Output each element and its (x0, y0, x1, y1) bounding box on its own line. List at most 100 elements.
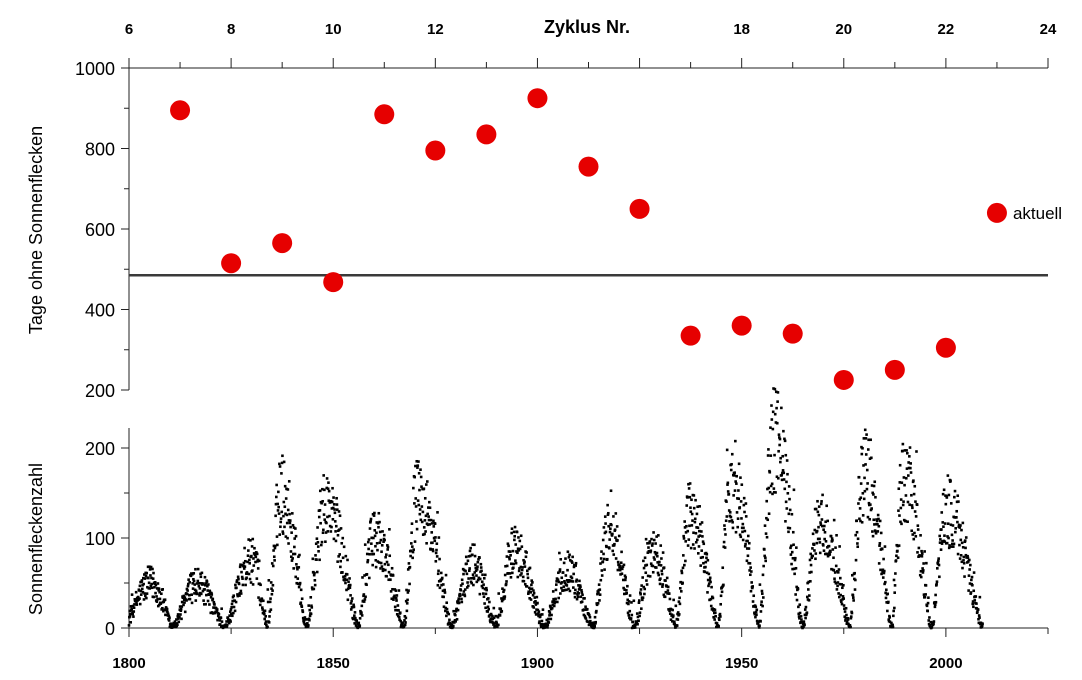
sunspot-point (785, 480, 788, 484)
sunspot-point (197, 584, 201, 588)
sunspot-point (865, 433, 868, 436)
sunspot-point (709, 604, 713, 608)
sunspot-point (189, 574, 193, 578)
sunspot-point (828, 553, 832, 556)
sunspot-point (652, 538, 656, 542)
sunspot-point (308, 618, 311, 622)
sunspot-point (503, 595, 507, 598)
sunspot-point (697, 552, 700, 555)
sunspot-point (855, 530, 859, 534)
sunspot-point (445, 601, 449, 605)
sunspot-point (960, 528, 963, 532)
sunspot-point (532, 589, 535, 592)
sunspot-point (645, 583, 649, 586)
sunspot-point (933, 601, 936, 604)
sunspot-point (271, 589, 274, 592)
sunspot-point (608, 546, 611, 550)
sunspot-point (816, 537, 820, 541)
sunspot-point (644, 537, 648, 541)
sunspot-point (364, 595, 367, 599)
sunspot-point (972, 605, 975, 609)
sunspot-point (882, 557, 885, 561)
sunspot-point (334, 539, 338, 543)
sunspot-point (188, 580, 191, 584)
sunspot-point (922, 593, 926, 596)
sunspot-point (641, 596, 645, 599)
sunspot-point (148, 568, 152, 571)
sunspot-point (163, 598, 167, 601)
sunspot-point (522, 558, 525, 562)
sunspot-point (267, 579, 271, 582)
sunspot-point (956, 552, 960, 556)
sunspot-point (349, 594, 352, 597)
sunspot-point (819, 523, 823, 527)
sunspot-point (377, 525, 380, 529)
sunspot-point (642, 566, 646, 570)
sunspot-point (929, 620, 933, 624)
sunspot-point (322, 528, 325, 532)
sunspot-point (722, 540, 726, 544)
sunspot-point (835, 588, 839, 591)
sunspot-point (719, 615, 722, 618)
sunspot-point (606, 513, 610, 516)
sunspot-point (492, 606, 496, 610)
sunspot-point (589, 619, 592, 623)
sunspot-point (202, 603, 206, 606)
sunspot-point (951, 539, 954, 542)
sunspot-point (643, 556, 647, 560)
sunspot-point (286, 488, 290, 491)
sunspot-point (766, 518, 770, 522)
sunspot-point (627, 613, 631, 617)
sunspot-point (329, 530, 333, 533)
sunspot-point (896, 544, 900, 548)
sunspot-point (264, 620, 268, 623)
sunspot-point (144, 594, 147, 598)
sunspot-point (861, 491, 865, 495)
sunspot-point (182, 598, 186, 601)
sunspot-point (434, 551, 438, 555)
sunspot-point (737, 497, 741, 501)
sunspot-point (131, 612, 135, 616)
sunspot-point (132, 606, 136, 610)
sunspot-point (584, 617, 588, 620)
sunspot-point (488, 619, 492, 622)
sunspot-point (954, 530, 957, 534)
sunspot-point (468, 549, 472, 553)
sunspot-point (833, 577, 836, 581)
sunspot-point (775, 406, 778, 410)
sunspot-point (195, 582, 199, 585)
sunspot-point (675, 624, 679, 627)
sunspot-point (647, 550, 651, 553)
sunspot-point (302, 618, 306, 622)
sunspot-point (532, 591, 536, 595)
sunspot-point (530, 583, 533, 587)
sunspot-point (443, 588, 446, 592)
sunspot-point (454, 610, 458, 613)
sunspot-point (665, 585, 669, 588)
sunspot-point (308, 614, 312, 618)
sunspot-point (742, 503, 746, 507)
sunspot-point (152, 571, 155, 575)
sunspot-point (378, 530, 382, 534)
sunspot-point (160, 592, 163, 596)
sunspot-point (248, 561, 251, 565)
sunspot-point (770, 404, 773, 407)
sunspot-point (959, 524, 962, 527)
sunspot-point (365, 572, 369, 576)
sunspot-point (477, 576, 481, 580)
sunspot-point (424, 530, 427, 533)
sunspot-point (717, 617, 721, 620)
sunspot-point (256, 560, 259, 563)
sunspot-point (349, 608, 353, 611)
sunspot-point (247, 572, 251, 576)
sunspot-point (751, 586, 754, 590)
sunspot-point (571, 555, 574, 559)
sunspot-point (872, 518, 876, 522)
sunspot-point (277, 512, 281, 515)
sunspot-point (494, 614, 497, 618)
sunspot-point (936, 567, 939, 570)
sunspot-point (790, 562, 793, 566)
sunspot-point (909, 466, 912, 470)
sunspot-point (728, 520, 731, 523)
sunspot-point (597, 583, 601, 586)
